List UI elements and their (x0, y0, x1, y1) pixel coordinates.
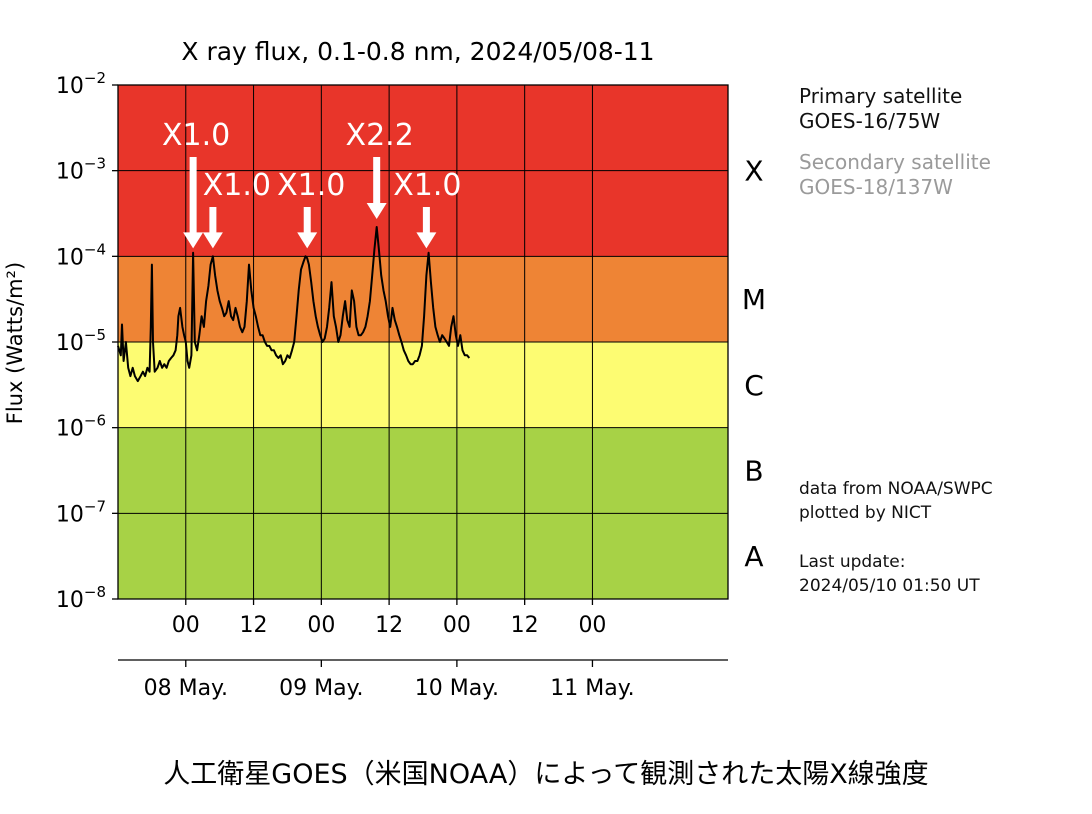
x-tick-label: 12 (375, 613, 403, 638)
class-label-x: X (744, 155, 763, 188)
primary-satellite-name: GOES-16/75W (799, 109, 941, 133)
last-update-label: Last update: (799, 552, 906, 572)
arrow-head (366, 202, 387, 219)
flare-class-bands (118, 85, 728, 599)
x-tick-label: 00 (443, 613, 471, 638)
y-tick-label: 10−2 (56, 69, 106, 99)
secondary-satellite-block: Secondary satellite GOES-18/137W (799, 150, 991, 200)
y-axis-label: Flux (Watts/m²) (3, 262, 27, 424)
flare-label: X1.0 (277, 168, 345, 203)
flare-label: X1.0 (393, 168, 461, 203)
last-update: Last update: 2024/05/10 01:50 UT (799, 550, 980, 598)
date-label: 08 May. (144, 676, 228, 701)
x-tick-label: 00 (172, 613, 200, 638)
date-label: 10 May. (415, 676, 499, 701)
y-axis: 10−2 10−3 10−4 10−5 10−6 10−7 10−8 (56, 69, 118, 613)
flux-series (117, 226, 471, 383)
secondary-satellite-name: GOES-18/137W (799, 175, 953, 199)
primary-satellite-block: Primary satellite GOES-16/75W (799, 84, 962, 134)
x-tick-label: 12 (511, 613, 539, 638)
class-labels: X M C B A (742, 155, 766, 574)
x-tick-label: 00 (307, 613, 335, 638)
arrow-head (297, 232, 318, 249)
flare-label: X1.0 (162, 118, 230, 153)
y-tick-label: 10−3 (56, 155, 106, 185)
plot-credit: plotted by NICT (799, 503, 932, 523)
class-label-b: B (744, 455, 763, 488)
chart-title: X ray flux, 0.1-0.8 nm, 2024/05/08-11 (181, 37, 654, 66)
flux-line-0 (117, 226, 471, 383)
class-band-a (118, 513, 728, 599)
class-label-m: M (742, 283, 766, 316)
date-label: 09 May. (279, 676, 363, 701)
y-tick-label: 10−7 (56, 497, 106, 527)
figure-caption: 人工衛星GOES（米国NOAA）によって観測された太陽X線強度 (163, 759, 929, 790)
xray-flux-chart: X1.0X1.0 X1.0X2.2X1.0 10−210−310−410−510−… (3, 37, 766, 701)
class-label-c: C (744, 369, 764, 402)
arrow-head (183, 232, 204, 249)
secondary-satellite-title: Secondary satellite (799, 150, 991, 174)
y-tick-label: 10−8 (56, 583, 106, 613)
y-tick-label: 10−4 (56, 240, 106, 270)
y-tick-label: 10−6 (56, 412, 106, 442)
flare-annotations: X1.0X1.0 X1.0X2.2X1.0 (162, 118, 462, 249)
flare-label: X2.2 (346, 118, 414, 153)
x-tick-label: 12 (240, 613, 268, 638)
class-label-a: A (744, 540, 763, 573)
data-credits: data from NOAA/SWPC plotted by NICT (799, 477, 993, 525)
last-update-value: 2024/05/10 01:50 UT (799, 576, 980, 596)
class-band-b (118, 427, 728, 514)
x-tick-label: 00 (578, 613, 606, 638)
flare-label: X1.0 (203, 168, 271, 203)
class-band-c (118, 342, 728, 428)
y-tick-label: 10−5 (56, 326, 106, 356)
arrow-head (416, 232, 437, 249)
data-source: data from NOAA/SWPC (799, 479, 993, 499)
arrow-head (202, 232, 223, 249)
date-label: 11 May. (550, 676, 634, 701)
x-axis: 00 12 00 12 00 12 00 08 May. 09 May. 10 May. 11 Ma… (118, 599, 728, 701)
primary-satellite-title: Primary satellite (799, 84, 963, 108)
